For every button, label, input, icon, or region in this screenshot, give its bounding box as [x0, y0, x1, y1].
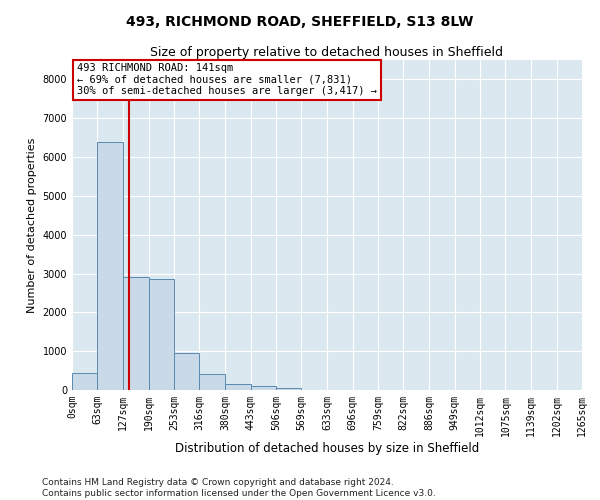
Text: 493, RICHMOND ROAD, SHEFFIELD, S13 8LW: 493, RICHMOND ROAD, SHEFFIELD, S13 8LW	[127, 15, 473, 29]
Text: 493 RICHMOND ROAD: 141sqm
← 69% of detached houses are smaller (7,831)
30% of se: 493 RICHMOND ROAD: 141sqm ← 69% of detac…	[77, 64, 377, 96]
Bar	[123, 278, 149, 390]
Text: Contains HM Land Registry data © Crown copyright and database right 2024.
Contai: Contains HM Land Registry data © Crown c…	[42, 478, 436, 498]
Bar	[72, 374, 97, 390]
Y-axis label: Number of detached properties: Number of detached properties	[27, 138, 37, 312]
Bar	[225, 384, 251, 390]
Bar	[276, 388, 301, 390]
Bar	[174, 353, 199, 390]
Bar	[199, 374, 225, 390]
Title: Size of property relative to detached houses in Sheffield: Size of property relative to detached ho…	[151, 46, 503, 59]
X-axis label: Distribution of detached houses by size in Sheffield: Distribution of detached houses by size …	[175, 442, 479, 454]
Bar	[149, 280, 174, 390]
Bar	[251, 386, 276, 390]
Bar	[97, 142, 123, 390]
